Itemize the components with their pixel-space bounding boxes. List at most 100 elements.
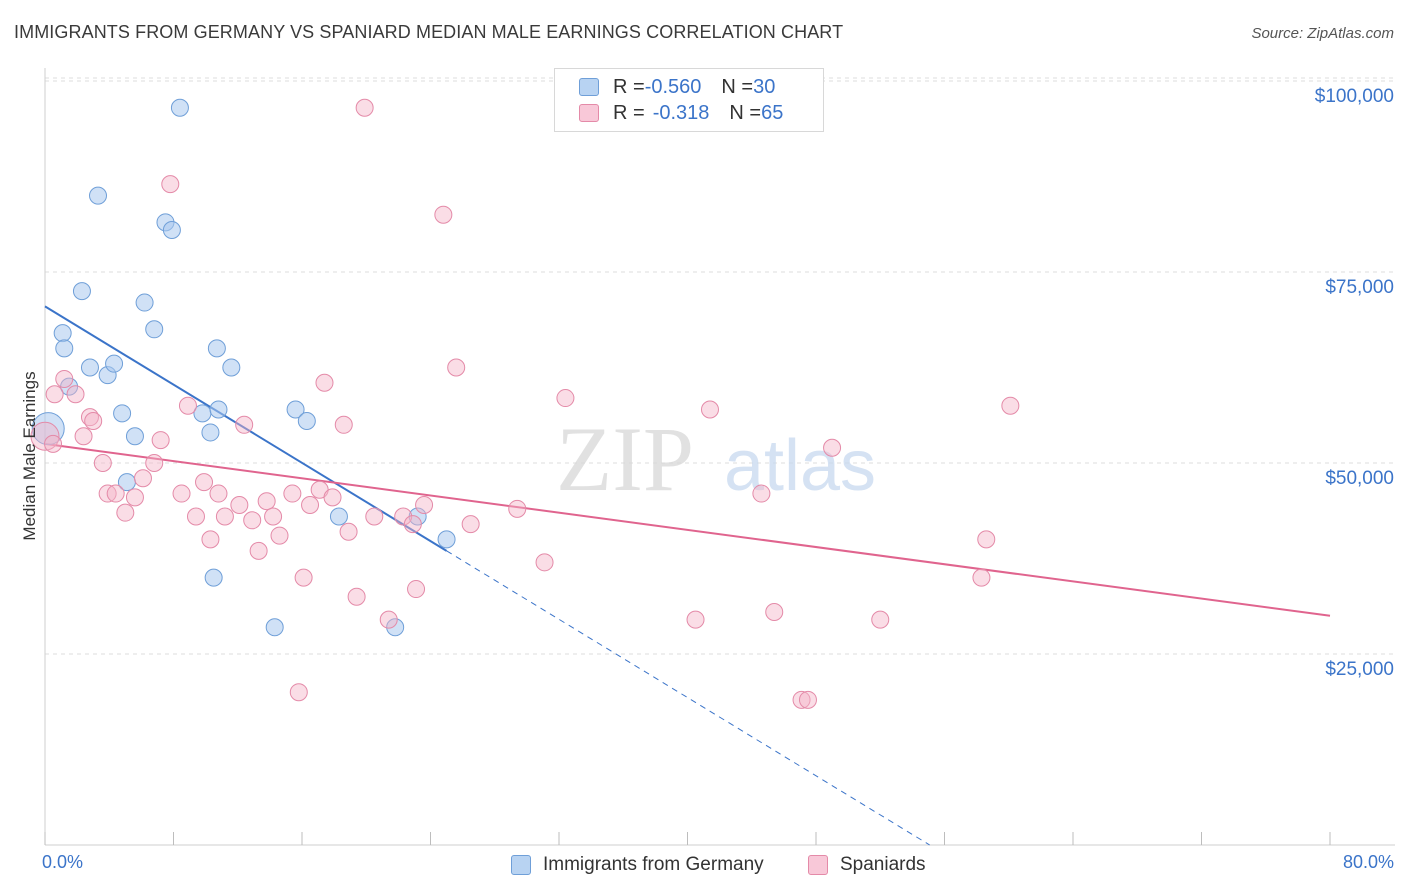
point-spaniards-27 xyxy=(257,492,276,511)
bottom-legend-swatch-spaniards xyxy=(808,855,828,875)
point-spaniards-26 xyxy=(249,541,268,560)
point-spaniards-36 xyxy=(323,488,342,507)
point-spaniards-14 xyxy=(151,431,170,450)
series-germany-points xyxy=(31,98,456,637)
point-spaniards-55 xyxy=(752,484,771,503)
point-spaniards-48 xyxy=(447,358,466,377)
point-germany-19 xyxy=(209,400,228,419)
point-spaniards-10 xyxy=(116,503,135,522)
point-germany-12 xyxy=(135,293,154,312)
watermark-atlas: atlas xyxy=(724,426,876,506)
point-spaniards-16 xyxy=(172,484,191,503)
point-spaniards-59 xyxy=(823,438,842,457)
legend-swatch-spaniards xyxy=(579,104,599,122)
point-germany-22 xyxy=(204,568,223,587)
point-spaniards-35 xyxy=(315,373,334,392)
point-germany-18 xyxy=(201,423,220,442)
legend-germany-n-value: 30 xyxy=(753,75,776,98)
legend-row-germany: R = -0.560 N = 30 xyxy=(579,75,775,99)
point-spaniards-41 xyxy=(365,507,384,526)
point-germany-1 xyxy=(53,324,72,343)
bottom-legend-swatch-germany xyxy=(511,855,531,875)
point-spaniards-64 xyxy=(44,434,63,453)
legend-germany-n-label: N = xyxy=(721,75,754,98)
point-spaniards-20 xyxy=(201,530,220,549)
x-axis-min-label: 0.0% xyxy=(42,852,84,872)
point-germany-5 xyxy=(80,358,99,377)
point-germany-26 xyxy=(329,507,348,526)
point-germany-25 xyxy=(297,411,316,430)
point-germany-24 xyxy=(286,400,305,419)
trend-line-spaniards xyxy=(44,442,1331,617)
point-spaniards-42 xyxy=(379,610,398,629)
point-germany-15 xyxy=(162,220,181,239)
point-spaniards-25 xyxy=(243,511,262,530)
point-spaniards-12 xyxy=(133,469,152,488)
point-spaniards-7 xyxy=(93,454,112,472)
point-germany-4 xyxy=(72,282,91,301)
point-germany-27 xyxy=(386,618,405,637)
point-spaniards-61 xyxy=(972,568,991,587)
point-germany-9 xyxy=(113,404,132,423)
point-germany-23 xyxy=(265,618,284,637)
point-spaniards-11 xyxy=(125,488,144,507)
point-spaniards-47 xyxy=(434,205,453,224)
point-germany-8 xyxy=(105,354,124,373)
point-spaniards-21 xyxy=(209,484,228,503)
point-spaniards-2 xyxy=(55,369,74,388)
point-spaniards-51 xyxy=(535,553,554,572)
trend-dashed-germany xyxy=(446,550,930,846)
point-spaniards-49 xyxy=(461,515,480,534)
point-spaniards-9 xyxy=(106,484,125,503)
point-spaniards-40 xyxy=(355,98,374,117)
axes xyxy=(44,68,1395,846)
legend-spaniards-n-label: N = xyxy=(729,101,762,124)
point-spaniards-39 xyxy=(347,587,366,606)
point-spaniards-54 xyxy=(700,400,719,419)
point-spaniards-57 xyxy=(792,690,811,709)
chart-title: IMMIGRANTS FROM GERMANY VS SPANIARD MEDI… xyxy=(14,22,844,42)
point-germany-13 xyxy=(145,320,164,339)
point-spaniards-13 xyxy=(145,454,164,472)
point-spaniards-22 xyxy=(215,507,234,526)
series-spaniards-points xyxy=(30,98,1020,709)
bottom-legend-spaniards-label: Spaniards xyxy=(840,854,926,875)
point-spaniards-46 xyxy=(415,496,434,515)
legend-germany-r-value: -0.560 xyxy=(644,75,702,98)
trend-line-germany xyxy=(44,305,930,846)
point-spaniards-4 xyxy=(74,427,93,446)
point-spaniards-50 xyxy=(508,499,527,518)
point-spaniards-30 xyxy=(283,484,302,503)
point-germany-20 xyxy=(207,339,226,358)
correlation-legend: R = -0.560 N = 30 R = -0.318 N = 65 xyxy=(554,68,824,132)
point-spaniards-38 xyxy=(339,522,358,541)
grid-lines xyxy=(45,77,1395,655)
point-spaniards-63 xyxy=(1001,396,1020,415)
y-axis-label: Median Male Earnings xyxy=(20,371,39,541)
point-spaniards-1 xyxy=(45,385,64,404)
y-tick-100000: $100,000 xyxy=(1314,86,1394,107)
point-spaniards-45 xyxy=(407,580,426,599)
point-spaniards-0 xyxy=(30,421,60,451)
point-spaniards-31 xyxy=(289,683,308,702)
bottom-legend-spaniards: Spaniards xyxy=(808,852,926,878)
point-spaniards-62 xyxy=(977,530,996,549)
point-spaniards-17 xyxy=(178,396,197,415)
legend-spaniards-r-value: -0.318 xyxy=(652,101,710,124)
point-spaniards-18 xyxy=(186,507,205,526)
legend-germany-r-label: R = xyxy=(613,75,645,98)
y-tick-50000: $50,000 xyxy=(1325,468,1394,489)
point-spaniards-24 xyxy=(235,415,254,434)
legend-spaniards-r-label: R = xyxy=(613,101,645,124)
point-spaniards-3 xyxy=(66,385,85,404)
y-tick-75000: $75,000 xyxy=(1325,277,1394,298)
point-spaniards-19 xyxy=(195,473,214,492)
legend-spaniards-n-value: 65 xyxy=(761,101,784,124)
point-spaniards-44 xyxy=(403,515,422,534)
bottom-legend-germany: Immigrants from Germany xyxy=(511,852,764,878)
point-germany-0 xyxy=(31,412,65,446)
point-germany-6 xyxy=(89,186,108,205)
point-spaniards-37 xyxy=(334,415,353,434)
point-germany-2 xyxy=(55,339,74,358)
